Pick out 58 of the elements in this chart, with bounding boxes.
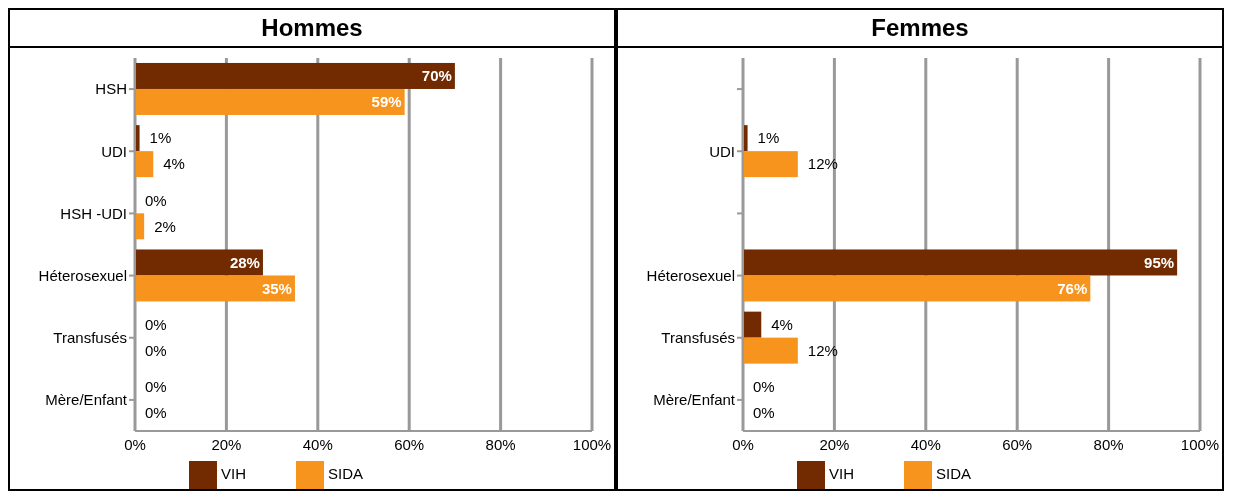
data-label: 0% — [753, 378, 775, 396]
x-tick-label: 40% — [910, 435, 941, 453]
x-tick-label: 60% — [1002, 435, 1033, 453]
x-tick-label: 100% — [1180, 435, 1220, 453]
x-tick-label: 40% — [302, 435, 333, 453]
data-label: 0% — [145, 315, 167, 333]
data-label: 12% — [807, 155, 838, 173]
y-tick-label: Héterosexuel — [38, 266, 127, 284]
y-tick-label: Transfusés — [661, 329, 735, 347]
bar — [135, 88, 405, 115]
bar — [135, 249, 263, 276]
data-label: 12% — [807, 341, 838, 359]
bar — [135, 275, 295, 302]
bar — [743, 337, 798, 364]
x-tick-label: 0% — [124, 435, 146, 453]
chart-title: Hommes — [10, 10, 614, 48]
x-tick-label: 0% — [732, 435, 754, 453]
bar — [743, 249, 1178, 276]
y-tick-label: Transfusés — [53, 329, 127, 347]
legend-label: SIDA — [936, 464, 972, 482]
y-tick-label: Héterosexuel — [646, 266, 735, 284]
x-tick-label: 20% — [819, 435, 850, 453]
data-label: 95% — [1144, 253, 1175, 271]
x-tick-label: 100% — [572, 435, 612, 453]
data-label: 4% — [771, 315, 793, 333]
data-label: 0% — [145, 404, 167, 422]
data-label: 1% — [149, 129, 172, 147]
bar — [743, 151, 798, 178]
legend-label: SIDA — [328, 464, 364, 482]
y-tick-label: UDI — [709, 142, 735, 160]
legend-label: VIH — [220, 464, 246, 482]
y-tick-label: HSH — [95, 80, 127, 98]
y-tick-label: Mère/Enfant — [653, 391, 736, 409]
data-label: 0% — [753, 404, 775, 422]
y-tick-label: Mère/Enfant — [45, 391, 128, 409]
y-tick-label: UDI — [101, 142, 127, 160]
bar — [743, 275, 1091, 302]
x-tick-label: 80% — [485, 435, 516, 453]
legend-label: VIH — [828, 464, 854, 482]
data-label: 1% — [757, 129, 780, 147]
data-label: 0% — [145, 341, 167, 359]
bar — [135, 62, 455, 89]
x-tick-label: 20% — [211, 435, 242, 453]
y-tick-label: HSH -UDI — [60, 204, 127, 222]
x-tick-label: 60% — [394, 435, 425, 453]
data-label: 59% — [371, 93, 402, 111]
chart-title: Femmes — [618, 10, 1222, 48]
data-label: 76% — [1057, 279, 1088, 297]
data-label: 4% — [163, 155, 185, 173]
data-label: 28% — [229, 253, 260, 271]
data-label: 2% — [154, 217, 176, 235]
data-label: 35% — [261, 279, 292, 297]
bar — [743, 311, 762, 338]
data-label: 0% — [145, 378, 167, 396]
data-label: 0% — [145, 191, 167, 209]
x-tick-label: 80% — [1093, 435, 1124, 453]
data-label: 70% — [421, 67, 452, 85]
bar — [135, 151, 154, 178]
